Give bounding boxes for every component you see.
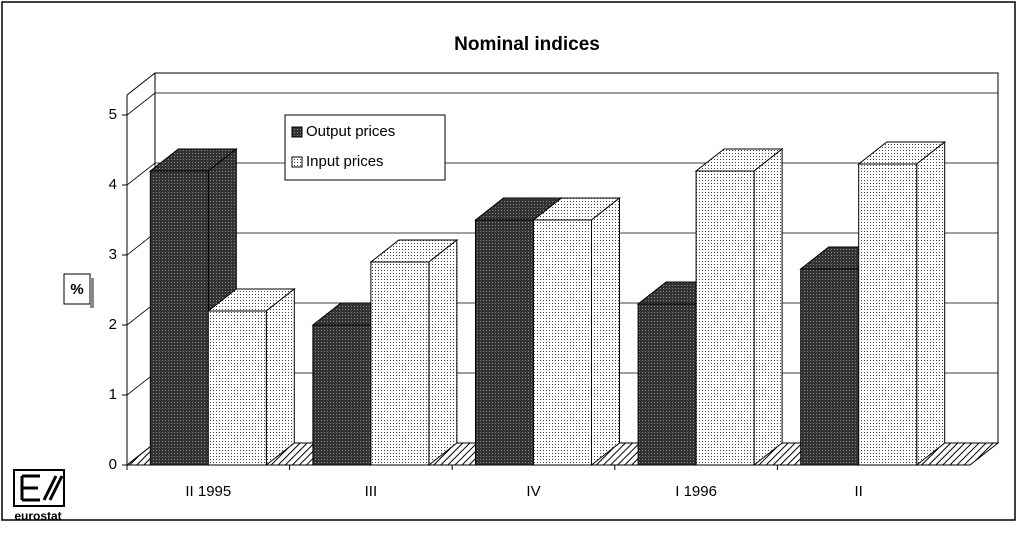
bar-front [370,261,430,466]
logo-text: eurostat [14,509,61,523]
bar-front [207,310,267,466]
bar-side [916,140,946,467]
x-tick-label: I 1996 [675,483,717,500]
y-tick-label: 4 [109,176,117,193]
bar-front [695,170,755,466]
bar [369,238,459,467]
bar-front [312,324,372,466]
y-label-box [63,273,91,305]
bar-front [149,170,209,466]
x-tick-label: III [365,483,378,500]
bar-side [753,147,783,467]
legend: Output prices Input prices [284,114,446,181]
bar [694,147,784,467]
x-tick-label: IV [526,483,540,500]
legend-box [284,114,446,181]
y-tick-label: 0 [109,456,117,473]
chart-title: Nominal indices [454,34,600,55]
bar-front [858,163,918,466]
legend-label: Input prices [306,153,384,170]
y-label-shadow [90,278,94,308]
bar-side [591,196,620,467]
grid-line [126,92,998,116]
y-tick-label: 1 [109,386,117,403]
bar-front [800,268,860,466]
bar [206,287,296,467]
bar-side [428,238,458,467]
legend-swatch [291,126,303,138]
y-axis-back [126,72,156,96]
bar-front [475,219,534,466]
logo [13,469,65,507]
bar [532,196,621,467]
y-tick-label: 5 [109,106,117,123]
legend-swatch [291,156,303,168]
bar [857,140,947,467]
x-tick-label: II [855,483,863,500]
legend-label: Output prices [306,123,395,140]
bar-front [637,303,697,466]
bar-side [265,287,295,467]
y-axis-label: % [70,281,83,298]
y-tick-label: 2 [109,316,117,333]
bar-front [533,219,592,466]
x-tick-label: II 1995 [185,483,231,500]
y-tick-label: 3 [109,246,117,263]
